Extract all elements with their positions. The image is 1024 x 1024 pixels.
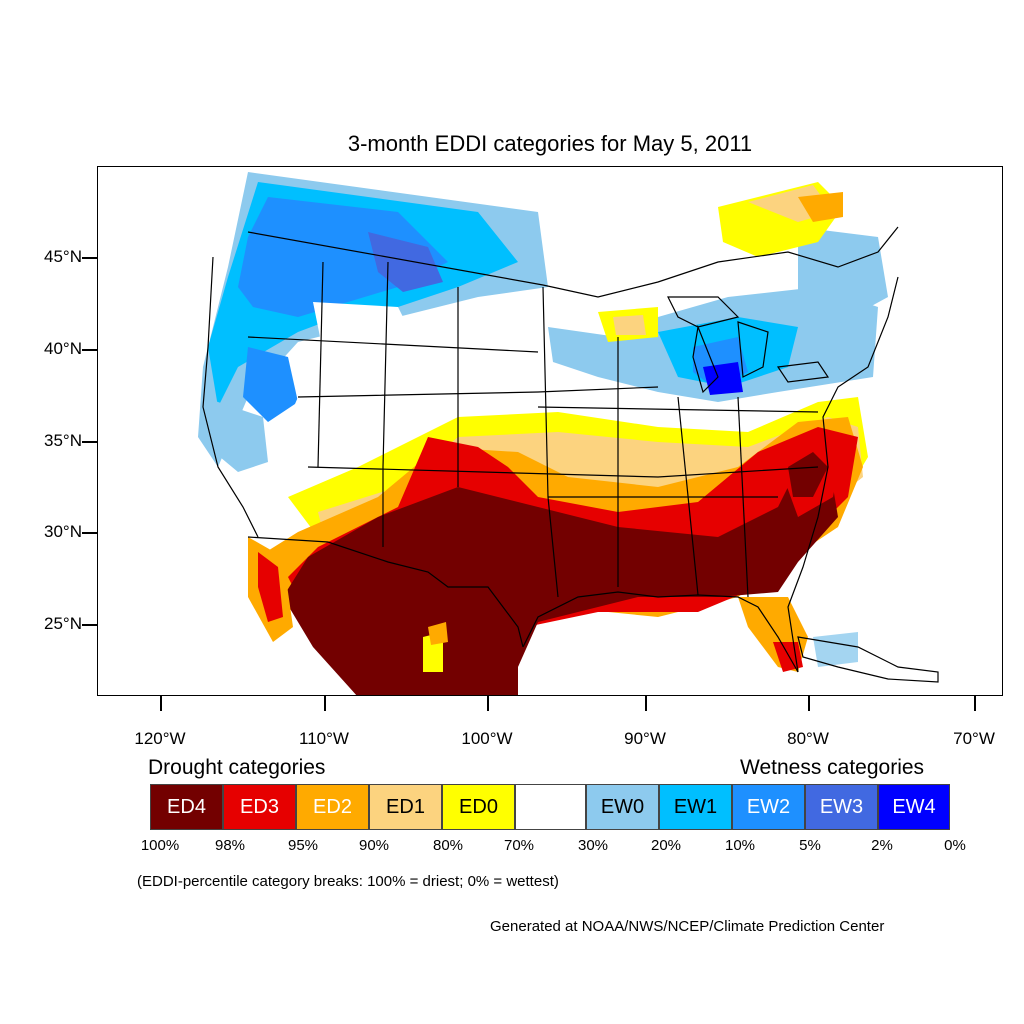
lon-label-70: 70°W: [953, 729, 995, 748]
borders: [202, 226, 939, 683]
region-ew2-idaho: [243, 347, 298, 422]
map-title: 3-month EDDI categories for May 5, 2011: [347, 131, 753, 156]
legend-ed2: ED2: [296, 784, 369, 830]
pct-20: 20%: [650, 837, 682, 854]
legend-ed0: ED0: [442, 784, 515, 830]
region-ew0-nevada: [203, 397, 268, 472]
state-line-4: [317, 261, 324, 468]
region-ed3-baja: [258, 552, 283, 622]
canada-border: [247, 226, 899, 298]
region-ed4-carolinas: [788, 452, 828, 497]
lon-tick: [974, 696, 976, 711]
lon-tick: [808, 696, 810, 711]
legend-ew2-label: EW2: [746, 795, 791, 818]
state-line-9: [677, 396, 699, 596]
legend-ed0-label: ED0: [459, 795, 498, 818]
category-breaks-note: (EDDI-percentile category breaks: 100% =…: [137, 873, 559, 890]
state-line-11: [537, 406, 819, 413]
region-ed2-quebec: [798, 192, 843, 222]
wetness-categories-heading: Wetness categories: [740, 756, 925, 779]
lon-label-80: 80°W: [787, 729, 829, 748]
legend-ed3-label: ED3: [240, 795, 279, 818]
credit-line: Generated at NOAA/NWS/NCEP/Climate Predi…: [490, 918, 885, 935]
eddi-map: [198, 172, 939, 695]
region-ed4-south: [283, 457, 838, 695]
lat-tick: [82, 441, 97, 443]
lat-tick: [82, 257, 97, 259]
pct-100: 100%: [140, 837, 180, 854]
legend-ed1: ED1: [369, 784, 442, 830]
lat-label-25: 25°N: [44, 614, 82, 633]
legend-ed1-label: ED1: [386, 795, 425, 818]
pct-95: 95%: [287, 837, 319, 854]
legend-ew4-label: EW4: [892, 795, 936, 818]
legend-ed4: ED4: [150, 784, 223, 830]
map-frame: [97, 166, 1003, 696]
pct-0: 0%: [944, 837, 966, 854]
legend-ew3: EW3: [805, 784, 878, 830]
legend-ew4: EW4: [878, 784, 950, 830]
legend-ed4-label: ED4: [167, 795, 206, 818]
lon-tick: [324, 696, 326, 711]
legend-ew1: EW1: [659, 784, 732, 830]
region-ew2-northwest: [238, 197, 448, 317]
legend-ew1-label: EW1: [673, 795, 718, 818]
lat-tick: [82, 624, 97, 626]
lat-label-35: 35°N: [44, 431, 82, 450]
state-line-5: [382, 261, 389, 547]
pct-30: 30%: [577, 837, 609, 854]
legend-ew3-label: EW3: [819, 795, 864, 818]
lon-label-90: 90°W: [624, 729, 666, 748]
state-line-2: [297, 386, 659, 398]
lon-label-110: 110°W: [299, 729, 349, 748]
cuba-outline: [797, 636, 939, 683]
lat-label-40: 40°N: [44, 339, 82, 358]
lat-tick: [82, 349, 97, 351]
region-ed1-wisconsin: [613, 315, 646, 335]
legend-ew2: EW2: [732, 784, 805, 830]
region-ew3-ohio: [703, 362, 743, 395]
legend-ed3: ED3: [223, 784, 296, 830]
region-ew0-northeast: [798, 227, 888, 327]
pct-2: 2%: [871, 837, 893, 854]
legend-ew0-label: EW0: [600, 795, 645, 818]
east-coast: [787, 276, 899, 673]
state-line-1: [247, 336, 539, 353]
region-ew2-bahamas: [813, 632, 858, 667]
pct-10: 10%: [724, 837, 756, 854]
state-line-3: [307, 466, 819, 478]
west-coast: [202, 256, 259, 538]
great-lakes-outline: [667, 296, 830, 394]
lat-tick: [82, 532, 97, 534]
pct-5: 5%: [799, 837, 821, 854]
region-normal-great-basin: [268, 397, 368, 487]
legend-normal: [515, 784, 586, 830]
lon-tick: [160, 696, 162, 711]
lat-label-45: 45°N: [44, 247, 82, 266]
legend-ed2-label: ED2: [313, 795, 352, 818]
lat-label-30: 30°N: [44, 522, 82, 541]
region-ed2-mexico-spot: [428, 622, 448, 645]
gulf-coast: [522, 591, 799, 673]
lon-label-100: 100°W: [461, 729, 513, 748]
lon-tick: [645, 696, 647, 711]
lon-label-120: 120°W: [134, 729, 186, 748]
lon-tick: [487, 696, 489, 711]
pct-98: 98%: [214, 837, 246, 854]
region-ed3-florida: [773, 642, 803, 672]
region-ew3-montana: [368, 232, 443, 292]
drought-categories-heading: Drought categories: [148, 756, 326, 779]
mexico-border: [247, 536, 524, 648]
pct-80: 80%: [432, 837, 464, 854]
pct-90: 90%: [358, 837, 390, 854]
pct-70: 70%: [503, 837, 535, 854]
legend-ew0: EW0: [586, 784, 659, 830]
region-normal-wyoming: [313, 302, 418, 367]
